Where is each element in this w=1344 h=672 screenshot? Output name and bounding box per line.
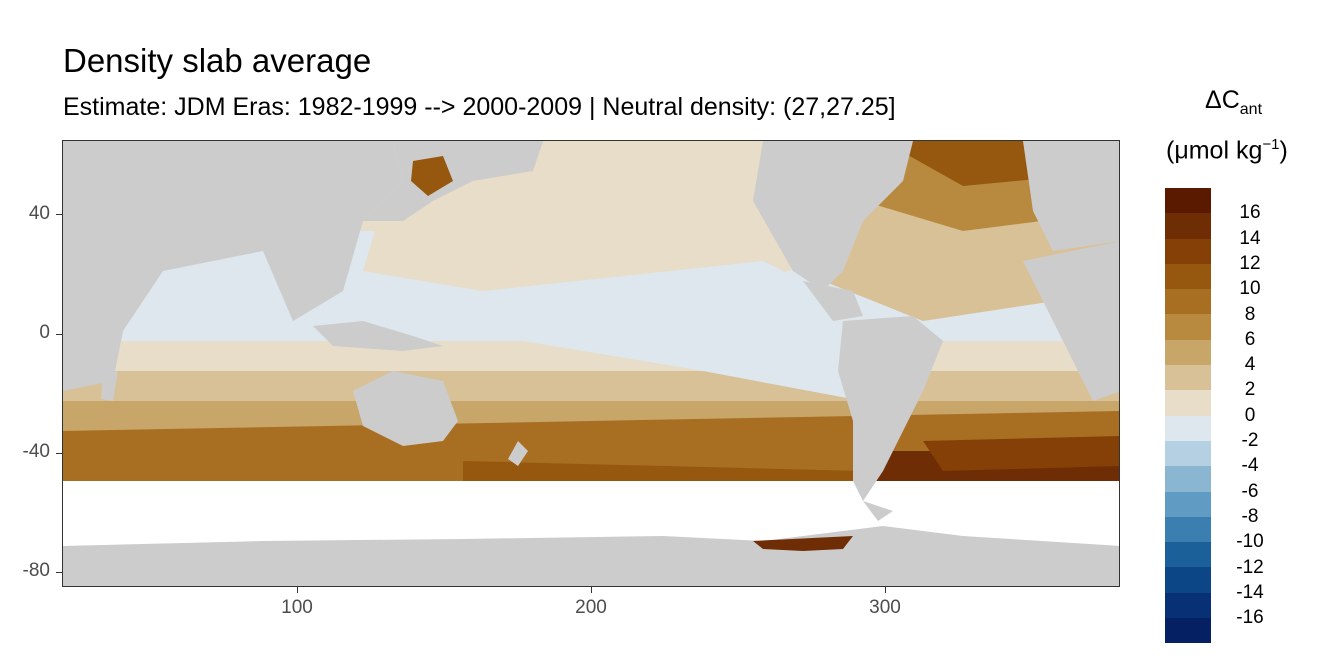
legend-swatch [1165,542,1211,568]
map-panel [62,140,1120,587]
legend-swatch [1165,289,1211,315]
legend-unit: (μmol kg−1) [1166,136,1288,165]
legend-label: -2 [1241,430,1259,451]
legend-label: 2 [1244,379,1256,401]
x-tick-mark [591,587,592,593]
legend-swatch [1165,339,1211,366]
legend-label: -12 [1236,556,1264,578]
legend-swatch [1165,238,1211,264]
x-tick-mark [297,587,298,593]
legend-label: 8 [1244,303,1256,325]
legend-swatch [1165,213,1211,239]
legend-swatch [1165,263,1211,290]
legend-swatch [1165,618,1211,644]
y-tick-mark [56,453,62,454]
legend-label: -10 [1236,531,1264,553]
legend-unit-sup: −1 [1262,136,1280,153]
legend-label: 0 [1244,404,1256,426]
legend-label: -8 [1241,505,1259,527]
chart-subtitle: Estimate: JDM Eras: 1982-1999 --> 2000-2… [63,93,896,121]
legend-unit-close: ) [1279,136,1288,165]
y-tick-label: 40 [28,203,50,224]
land [63,141,1119,586]
legend-label: 16 [1239,202,1261,224]
legend-swatch [1165,390,1211,416]
x-tick-label: 300 [869,597,901,618]
y-tick-mark [56,334,62,335]
y-tick-label: -40 [22,441,50,462]
legend-label: 6 [1244,328,1256,350]
legend-label: 4 [1244,354,1256,376]
legend-swatch [1165,415,1211,441]
legend-label: -6 [1241,480,1259,502]
y-tick-label: 0 [39,322,50,343]
legend-label: 12 [1239,252,1261,274]
y-tick-mark [56,572,62,573]
legend-label: -14 [1236,581,1264,603]
color-scale-bar [1165,188,1211,644]
legend-title-symbol: ΔC [1205,86,1240,114]
legend-swatch [1165,440,1211,467]
legend-swatch [1165,491,1211,517]
legend-label: 10 [1239,278,1261,300]
legend-title-subscript: ant [1239,101,1263,118]
x-tick-label: 100 [281,597,313,618]
legend-swatch [1165,567,1211,593]
legend-swatch [1165,466,1211,492]
legend-swatch [1165,314,1211,340]
y-tick-mark [56,214,62,215]
legend-swatch [1165,592,1211,619]
legend-swatch [1165,188,1211,214]
legend-label: -4 [1241,455,1259,477]
chart-title: Density slab average [63,42,372,79]
legend-unit-main: (μmol kg [1166,136,1263,165]
legend-swatch [1165,516,1211,543]
antarctic-patch [753,536,853,551]
legend-label: -16 [1236,607,1264,629]
legend-swatch [1165,365,1211,391]
okhotsk-patch [411,156,453,196]
x-tick-label: 200 [575,597,607,618]
map-svg [63,141,1119,586]
x-tick-mark [885,587,886,593]
y-tick-label: -80 [22,560,50,581]
legend-title: ΔCant [1205,86,1262,119]
legend-label: 14 [1239,227,1261,249]
